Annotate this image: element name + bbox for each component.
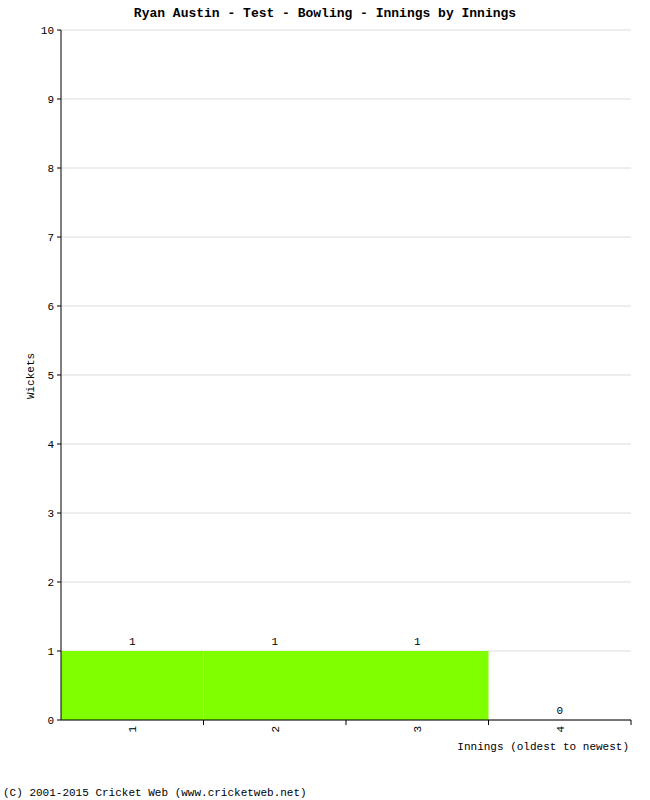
x-boundary-tick xyxy=(488,720,489,725)
y-tick-label: 0 xyxy=(47,715,54,727)
y-tick xyxy=(57,375,61,376)
grid-line xyxy=(61,99,631,100)
data-label: 1 xyxy=(414,636,421,648)
y-tick-label: 9 xyxy=(47,94,54,106)
y-tick xyxy=(57,444,61,445)
x-tick-label: 1 xyxy=(127,726,139,733)
grid-line xyxy=(61,582,631,583)
y-tick xyxy=(57,168,61,169)
x-axis-label: Innings (oldest to newest) xyxy=(457,741,629,753)
y-tick xyxy=(57,651,61,652)
grid-line xyxy=(61,168,631,169)
x-tick-label: 2 xyxy=(270,726,282,733)
y-tick-label: 3 xyxy=(47,508,54,520)
grid-line xyxy=(61,306,631,307)
bar xyxy=(204,651,347,720)
y-tick-label: 2 xyxy=(47,577,54,589)
y-axis xyxy=(61,30,62,720)
y-tick xyxy=(57,99,61,100)
x-tick-label: 3 xyxy=(412,726,424,733)
footer-annotation: (C) 2001-2015 Cricket Web (www.cricketwe… xyxy=(3,787,307,799)
bar xyxy=(61,651,204,720)
y-tick-label: 4 xyxy=(47,439,54,451)
y-tick-label: 6 xyxy=(47,301,54,313)
y-tick xyxy=(57,237,61,238)
bar xyxy=(346,651,489,720)
data-label: 0 xyxy=(556,705,563,717)
chart-container: 01234567891011101234Ryan Austin - Test -… xyxy=(0,0,650,800)
y-tick-label: 8 xyxy=(47,163,54,175)
y-tick-label: 1 xyxy=(47,646,54,658)
x-boundary-tick xyxy=(631,720,632,725)
y-tick-label: 5 xyxy=(47,370,54,382)
y-tick-label: 7 xyxy=(47,232,54,244)
x-boundary-tick xyxy=(203,720,204,725)
y-tick xyxy=(57,306,61,307)
grid-line xyxy=(61,513,631,514)
y-tick xyxy=(57,513,61,514)
x-boundary-tick xyxy=(346,720,347,725)
y-tick xyxy=(57,30,61,31)
y-axis-label: Wickets xyxy=(25,353,37,399)
background xyxy=(0,0,650,800)
grid-line xyxy=(61,237,631,238)
y-tick-label: 10 xyxy=(41,25,54,37)
title: Ryan Austin - Test - Bowling - Innings b… xyxy=(134,6,516,21)
grid-line xyxy=(61,444,631,445)
x-tick-label: 4 xyxy=(555,726,567,733)
data-label: 1 xyxy=(129,636,136,648)
y-tick xyxy=(57,720,61,721)
bars xyxy=(61,651,489,720)
chart-svg: 01234567891011101234Ryan Austin - Test -… xyxy=(0,0,650,800)
grid-line xyxy=(61,30,631,31)
y-tick xyxy=(57,582,61,583)
grid-line xyxy=(61,375,631,376)
data-label: 1 xyxy=(271,636,278,648)
